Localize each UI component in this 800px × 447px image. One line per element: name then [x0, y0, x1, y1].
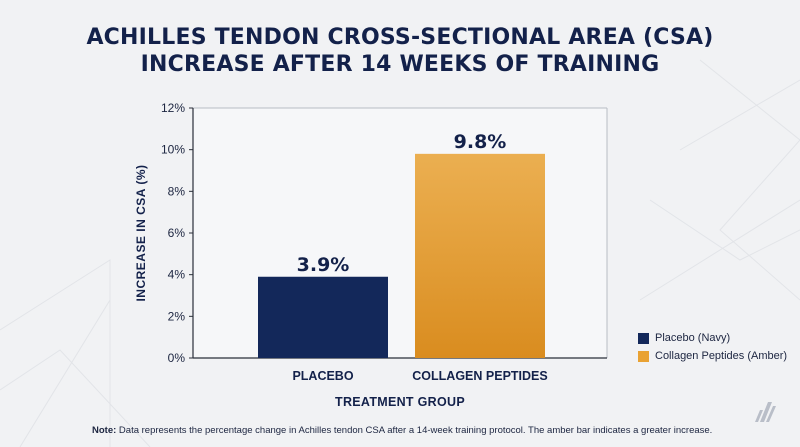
- data-label-collagen-peptides: 9.8%: [454, 131, 507, 153]
- legend-label-placebo: Placebo (Navy): [655, 332, 731, 344]
- footnote: Note: Data represents the percentage cha…: [92, 425, 792, 436]
- legend-item-collagen: Collagen Peptides (Amber): [638, 347, 787, 365]
- y-tick-label: 2%: [168, 309, 186, 323]
- legend-swatch-collagen: [638, 350, 649, 362]
- legend-swatch-placebo: [638, 332, 649, 344]
- footnote-label: Note:: [92, 425, 117, 436]
- x-tick-label-placebo: PLACEBO: [292, 369, 353, 383]
- y-tick-label: 4%: [168, 268, 186, 282]
- y-axis-label: INCREASE IN CSA (%): [134, 164, 148, 301]
- y-tick-label: 0%: [168, 351, 186, 365]
- data-label-placebo: 3.9%: [297, 254, 350, 276]
- legend-item-placebo: Placebo (Navy): [638, 329, 787, 347]
- x-axis-label: TREATMENT GROUP: [335, 395, 465, 409]
- chart-title: ACHILLES TENDON CROSS-SECTIONAL AREA (CS…: [0, 24, 800, 78]
- bar-placebo: [258, 276, 388, 358]
- x-tick-label-collagen-peptides: COLLAGEN PEPTIDES: [412, 369, 547, 383]
- slash-logo-icon: [755, 402, 776, 422]
- legend-label-collagen: Collagen Peptides (Amber): [655, 350, 788, 362]
- chart-title-line-2: INCREASE AFTER 14 WEEKS OF TRAINING: [140, 52, 660, 77]
- y-tick-label: 6%: [168, 226, 186, 240]
- chart-title-line-1: ACHILLES TENDON CROSS-SECTIONAL AREA (CS…: [86, 25, 714, 50]
- y-tick-label: 8%: [168, 184, 186, 198]
- legend: Placebo (Navy) Collagen Peptides (Amber): [638, 329, 787, 365]
- footnote-text: Data represents the percentage change in…: [118, 425, 713, 436]
- bar-collagen-peptides: [415, 153, 545, 358]
- y-tick-label: 12%: [161, 101, 185, 115]
- y-tick-label: 10%: [161, 143, 185, 157]
